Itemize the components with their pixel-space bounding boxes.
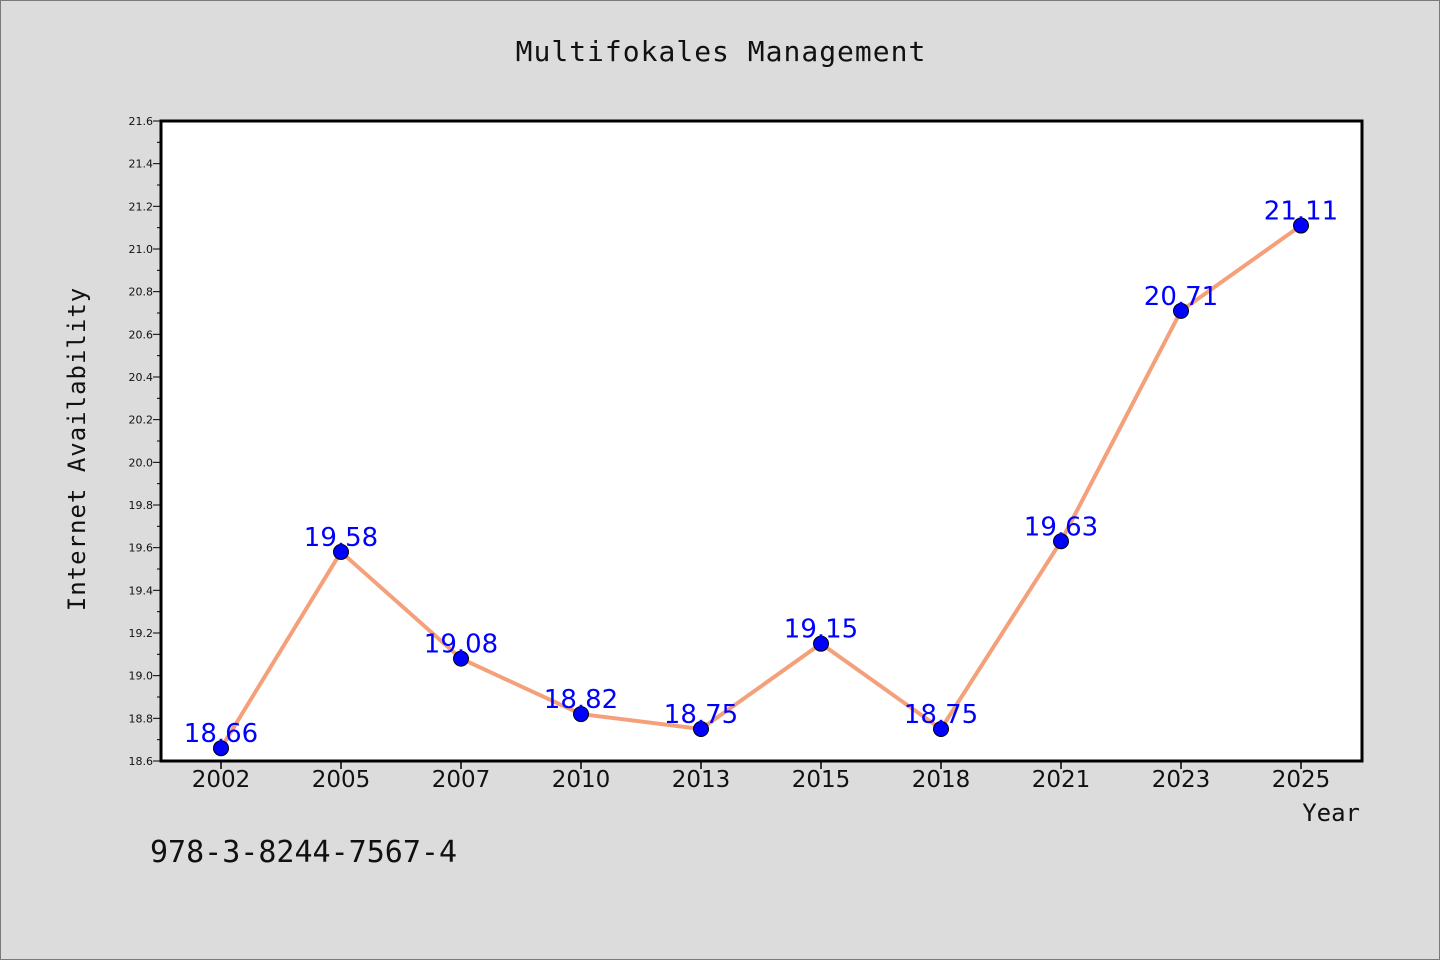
data-point bbox=[453, 650, 469, 667]
y-tick-label: 19.2 bbox=[129, 627, 154, 640]
data-label: 18.75 bbox=[904, 700, 978, 730]
data-point bbox=[213, 740, 229, 757]
data-labels-layer: 18.66 19.58 19.08 18.82 18.75 19.15 18.75 19.63… bbox=[184, 197, 1338, 750]
x-tick-label: 2018 bbox=[912, 767, 971, 793]
data-label: 20.71 bbox=[1144, 282, 1218, 312]
data-label: 18.75 bbox=[664, 700, 738, 730]
plot-area bbox=[159, 119, 1364, 763]
y-tick-label: 18.6 bbox=[129, 755, 154, 768]
y-tick-label: 19.6 bbox=[129, 542, 154, 555]
x-tick-label: 2002 bbox=[192, 767, 251, 793]
x-tick-label: 2005 bbox=[312, 767, 371, 793]
y-tick-label: 21.0 bbox=[129, 243, 154, 256]
data-point bbox=[573, 706, 589, 723]
y-tick-label: 19.4 bbox=[129, 584, 154, 597]
y-axis-label: Internet Availability bbox=[63, 287, 91, 611]
data-label: 19.15 bbox=[784, 615, 858, 645]
x-tick-label: 2025 bbox=[1272, 767, 1331, 793]
y-tick-label: 20.6 bbox=[129, 328, 154, 341]
y-tick-label: 18.8 bbox=[129, 712, 154, 725]
data-label: 19.63 bbox=[1024, 512, 1098, 542]
isbn-code: 978-3-8244-7567-4 bbox=[150, 835, 458, 870]
y-tick-label: 21.4 bbox=[129, 158, 154, 171]
x-tick-label: 2023 bbox=[1152, 767, 1211, 793]
y-tick-label: 20.4 bbox=[129, 371, 154, 384]
data-point bbox=[813, 635, 829, 652]
data-point bbox=[933, 721, 949, 737]
series-layer bbox=[213, 217, 1309, 757]
y-tick-label: 20.8 bbox=[129, 286, 154, 299]
y-tick-label: 19.8 bbox=[129, 499, 154, 512]
y-tick-label: 19.0 bbox=[129, 670, 154, 683]
chart-title: Multifokales Management bbox=[515, 35, 927, 68]
series-line bbox=[219, 223, 1303, 750]
x-tick-label: 2007 bbox=[432, 767, 491, 793]
x-axis-ticks: 2002 2005 2007 2010 2013 2015 2018 2021 2023 2025 bbox=[192, 761, 1331, 793]
data-label: 21.11 bbox=[1264, 197, 1338, 227]
y-axis-ticks: 18.6 18.8 19.0 19.2 19.4 19.6 19.8 20.0 20.2 20.4… bbox=[129, 115, 161, 768]
y-tick-label: 20.0 bbox=[129, 456, 154, 469]
data-point bbox=[1293, 217, 1309, 234]
y-tick-label: 21.6 bbox=[129, 115, 154, 128]
data-label: 19.58 bbox=[304, 523, 378, 553]
y-tick-label: 21.2 bbox=[129, 200, 154, 213]
data-point bbox=[1173, 302, 1189, 319]
data-point bbox=[1053, 533, 1069, 550]
x-tick-label: 2015 bbox=[792, 767, 851, 793]
data-label: 19.08 bbox=[424, 630, 498, 660]
data-point bbox=[693, 721, 709, 737]
x-tick-label: 2013 bbox=[672, 767, 731, 793]
data-label: 18.82 bbox=[544, 685, 618, 715]
data-label: 18.66 bbox=[184, 719, 258, 749]
x-axis-label: Year bbox=[1302, 799, 1360, 827]
data-point bbox=[333, 543, 349, 560]
x-tick-label: 2021 bbox=[1032, 767, 1091, 793]
x-tick-label: 2010 bbox=[552, 767, 611, 793]
y-tick-label: 20.2 bbox=[129, 414, 154, 427]
